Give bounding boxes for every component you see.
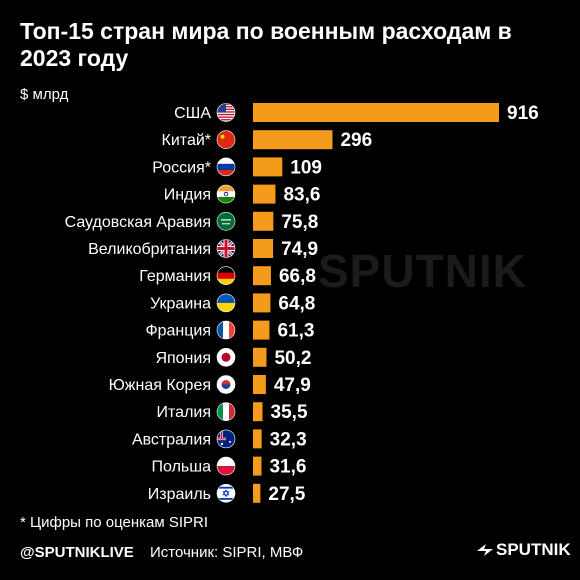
bar [253,429,262,449]
category-label: Индия [164,187,211,204]
bar [253,402,263,422]
category-label: Япония [155,350,211,367]
category-label: Россия* [152,159,211,176]
bar [253,266,271,286]
sputnik-logo-icon [477,544,493,556]
category-label: Германия [139,268,211,285]
bar [253,103,499,122]
bar [253,293,271,313]
bar [253,157,283,177]
category-label: Саудовская Аравия [65,214,211,231]
value-label: 50,2 [274,348,311,369]
value-label: 47,9 [274,375,311,396]
unit-label: $ млрд [20,86,69,103]
value-label: 75,8 [281,212,318,233]
japan-flag-icon [216,347,236,367]
ukraine-flag-icon [216,293,236,313]
category-label: Южная Корея [109,377,211,394]
value-label: 109 [290,157,322,178]
china-flag-icon [216,130,236,149]
bar [253,184,276,204]
value-label: 74,9 [281,239,318,260]
value-label: 61,3 [277,321,314,342]
category-label: Италия [157,404,211,421]
category-label: Австралия [132,431,211,448]
value-label: 296 [340,130,372,151]
category-label: США [174,105,211,122]
germany-flag-icon [216,266,236,286]
category-label: Китай* [162,132,211,149]
bar [253,347,267,367]
logo-text: SPUTNIK [496,540,571,559]
australia-flag-icon [216,429,236,449]
india-flag-icon [216,184,236,204]
chart-title: Топ-15 стран мира по военным расходам в … [20,18,512,71]
bar [253,239,274,258]
value-label: 83,6 [283,185,320,206]
israel-flag-icon [216,483,236,503]
bar [253,130,333,150]
russia-flag-icon [216,157,236,177]
category-label: Великобритания [88,241,211,258]
social-handle: @SPUTNIKLIVE [20,544,134,561]
value-label: 64,8 [278,293,315,314]
footnote: * Цифры по оценкам SIPRI [20,514,209,531]
category-label: Польша [152,459,212,476]
bar [253,456,262,476]
uk-flag-icon [216,239,236,258]
category-label: Украина [150,295,211,312]
bar [253,211,274,231]
value-label: 916 [507,103,539,124]
value-label: 31,6 [269,457,306,478]
bar [253,375,266,394]
bar [253,483,261,503]
category-label: Франция [145,323,211,340]
value-label: 66,8 [279,266,316,287]
italy-flag-icon [216,402,236,422]
value-label: 27,5 [268,484,305,505]
sputnik-logo: SPUTNIK [476,540,571,560]
watermark: SPUTNIK [318,245,527,297]
source-note: Источник: SIPRI, МВФ [150,544,304,561]
poland-flag-icon [216,456,236,476]
south-korea-flag-icon [216,375,236,394]
value-label: 32,3 [270,429,307,450]
us-flag-icon [216,103,236,122]
saudi-arabia-flag-icon [216,212,236,231]
france-flag-icon [216,320,236,340]
value-label: 35,5 [271,402,308,423]
category-label: Израиль [148,486,211,503]
bar [253,320,270,340]
